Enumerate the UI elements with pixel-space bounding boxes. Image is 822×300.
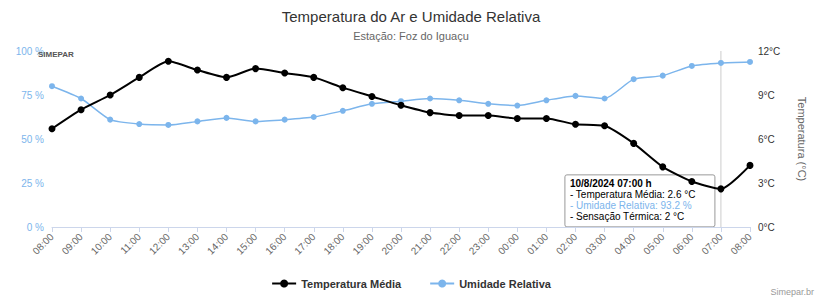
svg-text:04:00: 04:00	[612, 231, 638, 257]
svg-text:09:00: 09:00	[60, 231, 86, 257]
svg-text:08:00: 08:00	[728, 231, 754, 257]
svg-text:20:00: 20:00	[379, 231, 405, 257]
svg-text:Temperatura (°C): Temperatura (°C)	[796, 97, 808, 181]
svg-text:- Temperatura Média: 2.6 °C: - Temperatura Média: 2.6 °C	[570, 189, 696, 200]
svg-text:15:00: 15:00	[234, 231, 260, 257]
svg-text:00:00: 00:00	[496, 231, 522, 257]
svg-text:14:00: 14:00	[205, 231, 231, 257]
svg-text:12°C: 12°C	[758, 46, 780, 57]
svg-text:- Umidade Relativa: 93.2 %: - Umidade Relativa: 93.2 %	[570, 200, 692, 211]
svg-text:100 %: 100 %	[15, 45, 44, 57]
svg-text:16:00: 16:00	[263, 231, 289, 257]
svg-text:22:00: 22:00	[438, 231, 464, 257]
svg-text:Temperatura Média: Temperatura Média	[301, 278, 402, 290]
svg-text:06:00: 06:00	[670, 231, 696, 257]
svg-text:02:00: 02:00	[554, 231, 580, 257]
svg-text:0°C: 0°C	[758, 222, 775, 233]
svg-text:Estação: Foz do Iguaçu: Estação: Foz do Iguaçu	[353, 30, 469, 42]
svg-text:9°C: 9°C	[758, 90, 775, 101]
svg-text:SIMEPAR: SIMEPAR	[38, 50, 74, 59]
svg-text:11:00: 11:00	[118, 231, 143, 256]
svg-text:3°C: 3°C	[758, 178, 775, 189]
svg-text:50 %: 50 %	[21, 134, 44, 145]
svg-text:Simepar.br: Simepar.br	[770, 287, 814, 297]
svg-text:05:00: 05:00	[641, 231, 667, 257]
svg-text:Umidade Relativa: Umidade Relativa	[459, 278, 552, 290]
svg-text:18:00: 18:00	[321, 231, 347, 257]
svg-text:12:00: 12:00	[147, 231, 173, 257]
svg-text:Temperatura do Ar e Umidade Re: Temperatura do Ar e Umidade Relativa	[282, 8, 541, 25]
svg-text:03:00: 03:00	[583, 231, 609, 257]
svg-text:6°C: 6°C	[758, 134, 775, 145]
svg-text:0 %: 0 %	[27, 222, 44, 233]
svg-text:10/8/2024 07:00 h: 10/8/2024 07:00 h	[570, 178, 652, 189]
svg-text:75 %: 75 %	[21, 90, 44, 101]
svg-text:- Sensação Térmica: 2 °C: - Sensação Térmica: 2 °C	[570, 211, 684, 222]
svg-text:23:00: 23:00	[467, 231, 493, 257]
svg-text:17:00: 17:00	[292, 231, 318, 257]
svg-text:01:00: 01:00	[525, 231, 551, 257]
svg-text:21:00: 21:00	[409, 231, 435, 257]
svg-text:10:00: 10:00	[89, 231, 115, 257]
svg-text:07:00: 07:00	[699, 231, 725, 257]
svg-text:13:00: 13:00	[176, 231, 202, 257]
svg-text:19:00: 19:00	[350, 231, 376, 257]
svg-text:08:00: 08:00	[30, 231, 56, 257]
svg-text:25 %: 25 %	[21, 178, 44, 189]
